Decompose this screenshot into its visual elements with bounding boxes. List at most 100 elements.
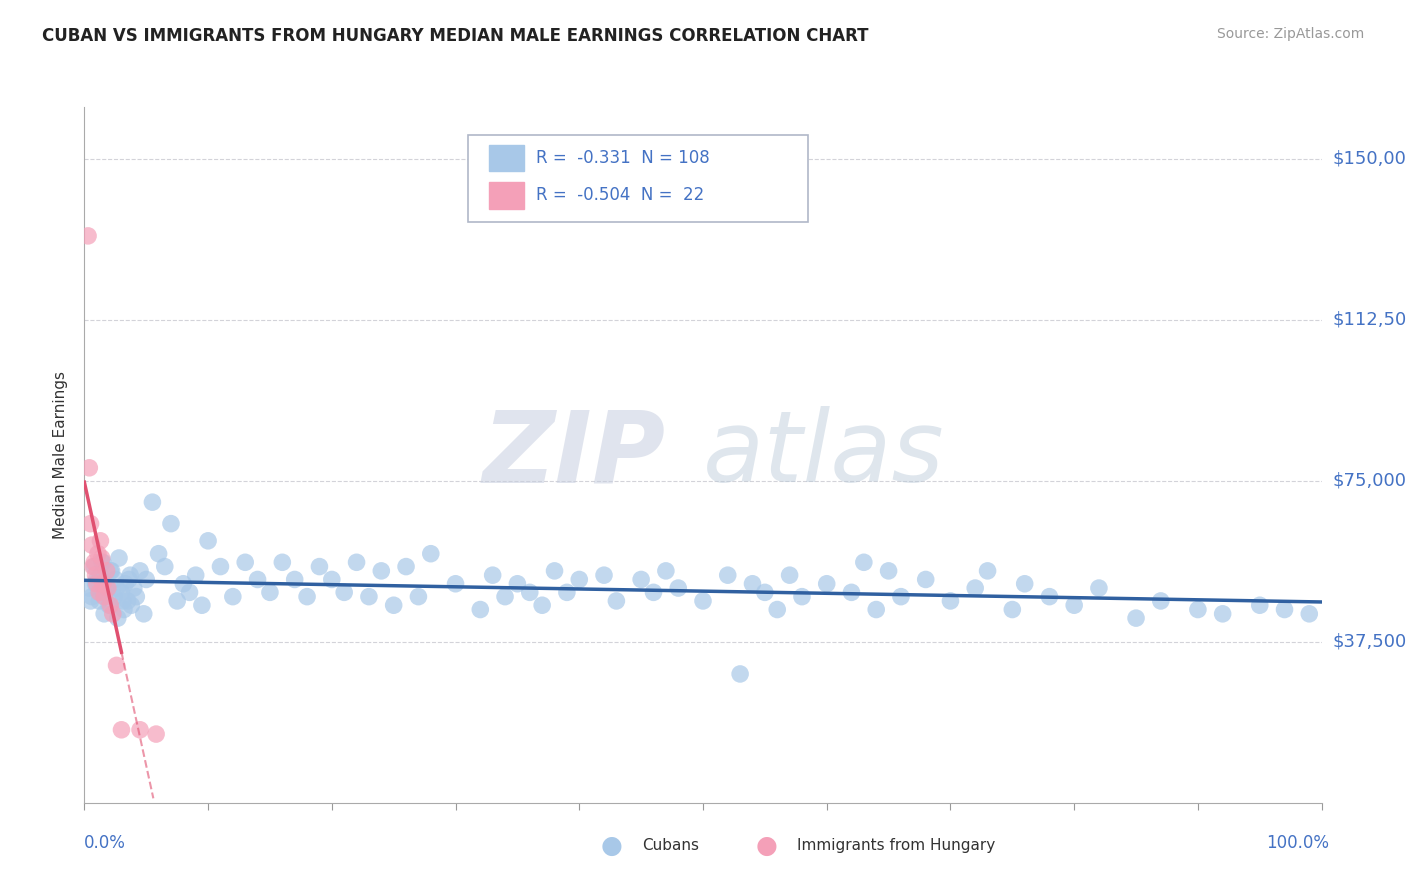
Point [79, 516, 101, 531]
Point [112, 602, 135, 616]
Point [101, 607, 124, 621]
Point [191, 599, 214, 613]
Point [184, 568, 207, 582]
Point [481, 568, 503, 582]
Point [692, 594, 714, 608]
Text: Cubans: Cubans [643, 838, 700, 853]
Point [555, 585, 578, 599]
Point [939, 594, 962, 608]
Point [754, 585, 776, 599]
Point [321, 573, 343, 587]
Point [779, 568, 801, 582]
Text: ZIP: ZIP [482, 407, 666, 503]
Point [153, 559, 176, 574]
Text: ●: ● [600, 834, 623, 857]
Point [233, 555, 256, 569]
Point [1063, 599, 1085, 613]
Point [655, 564, 678, 578]
Point [877, 564, 900, 578]
Point [79, 594, 101, 608]
Point [1187, 602, 1209, 616]
Point [1249, 599, 1271, 613]
Point [1150, 594, 1173, 608]
Point [531, 599, 554, 613]
Y-axis label: Median Male Earnings: Median Male Earnings [53, 371, 69, 539]
FancyBboxPatch shape [468, 135, 808, 222]
Point [118, 573, 141, 587]
Point [105, 658, 128, 673]
Point [284, 573, 307, 587]
Point [1274, 602, 1296, 616]
Point [89, 594, 111, 608]
Point [122, 581, 145, 595]
Text: CUBAN VS IMMIGRANTS FROM HUNGARY MEDIAN MALE EARNINGS CORRELATION CHART: CUBAN VS IMMIGRANTS FROM HUNGARY MEDIAN … [42, 27, 869, 45]
Point [79, 460, 101, 475]
Point [519, 585, 541, 599]
Text: Source: ZipAtlas.com: Source: ZipAtlas.com [1216, 27, 1364, 41]
Point [766, 602, 789, 616]
Point [129, 564, 152, 578]
Point [80, 538, 103, 552]
Point [89, 533, 111, 548]
Point [93, 590, 115, 604]
Point [914, 573, 936, 587]
Text: 0.0%: 0.0% [84, 834, 127, 852]
Point [890, 590, 912, 604]
Point [815, 576, 838, 591]
Point [841, 585, 863, 599]
Point [82, 559, 104, 574]
Point [86, 573, 108, 587]
Point [84, 568, 107, 582]
Point [105, 581, 128, 595]
Point [1298, 607, 1320, 621]
Point [98, 564, 121, 578]
Point [108, 551, 131, 566]
Point [246, 573, 269, 587]
Point [172, 576, 194, 591]
Point [1088, 581, 1111, 595]
Point [79, 581, 101, 595]
Point [444, 576, 467, 591]
Point [346, 555, 368, 569]
Point [129, 723, 152, 737]
Point [666, 581, 689, 595]
Point [728, 667, 751, 681]
Point [148, 547, 170, 561]
Point [222, 590, 245, 604]
Point [179, 585, 201, 599]
Point [605, 594, 627, 608]
Point [91, 576, 114, 591]
Point [110, 723, 132, 737]
Text: R =  -0.504  N =  22: R = -0.504 N = 22 [536, 186, 704, 204]
Point [90, 551, 112, 566]
Point [94, 590, 117, 604]
Point [84, 576, 107, 591]
Text: R =  -0.331  N = 108: R = -0.331 N = 108 [536, 149, 710, 167]
Point [494, 590, 516, 604]
Point [87, 547, 110, 561]
Point [333, 585, 356, 599]
Point [83, 559, 105, 574]
Point [1125, 611, 1147, 625]
Text: $112,500: $112,500 [1333, 310, 1406, 328]
Point [120, 599, 142, 613]
Point [110, 585, 132, 599]
Point [91, 555, 114, 569]
Point [506, 576, 529, 591]
Point [114, 576, 136, 591]
Point [98, 599, 121, 613]
Point [1014, 576, 1036, 591]
Point [593, 568, 616, 582]
Point [1001, 602, 1024, 616]
Text: Immigrants from Hungary: Immigrants from Hungary [797, 838, 995, 853]
Point [419, 547, 441, 561]
Point [741, 576, 763, 591]
Point [852, 555, 875, 569]
Point [643, 585, 665, 599]
Point [271, 555, 294, 569]
Point [717, 568, 740, 582]
Point [308, 559, 330, 574]
Text: atlas: atlas [703, 407, 945, 503]
Point [77, 228, 100, 243]
Point [543, 564, 565, 578]
